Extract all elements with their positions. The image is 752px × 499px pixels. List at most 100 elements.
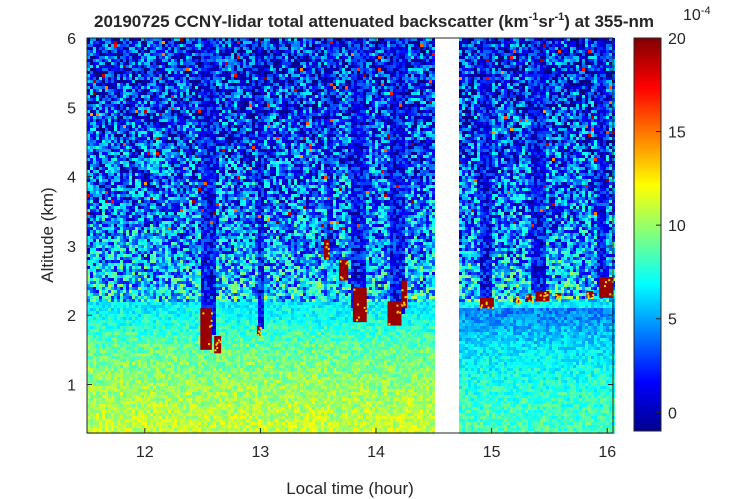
heatmap-cell bbox=[102, 281, 105, 284]
heatmap-cell bbox=[177, 356, 180, 359]
heatmap-cell bbox=[147, 416, 150, 419]
heatmap-cell bbox=[93, 113, 96, 116]
heatmap-cell bbox=[168, 227, 171, 230]
heatmap-cell bbox=[162, 428, 165, 431]
heatmap-cell bbox=[102, 377, 105, 380]
heatmap-cell bbox=[156, 338, 159, 341]
heatmap-cell bbox=[195, 197, 198, 200]
heatmap-cell bbox=[192, 269, 195, 272]
heatmap-cell bbox=[138, 299, 141, 302]
heatmap-cell bbox=[93, 65, 96, 68]
heatmap-cell bbox=[183, 422, 186, 425]
heatmap-cell bbox=[195, 212, 198, 215]
heatmap-cell bbox=[174, 224, 177, 227]
heatmap-cell bbox=[165, 230, 168, 233]
heatmap-cell bbox=[123, 110, 126, 113]
heatmap-cell bbox=[186, 386, 189, 389]
heatmap-cell bbox=[165, 185, 168, 188]
heatmap-cell bbox=[105, 92, 108, 95]
heatmap-cell bbox=[168, 302, 171, 305]
heatmap-cell bbox=[198, 275, 201, 278]
heatmap-cell bbox=[159, 59, 162, 62]
heatmap-cell bbox=[114, 425, 117, 428]
heatmap-cell bbox=[159, 371, 162, 374]
heatmap-cell bbox=[105, 416, 108, 419]
heatmap-cell bbox=[165, 122, 168, 125]
heatmap-cell bbox=[96, 317, 99, 320]
heatmap-cell bbox=[132, 80, 135, 83]
heatmap-cell bbox=[183, 113, 186, 116]
heatmap-cell bbox=[114, 107, 117, 110]
heatmap-cell bbox=[120, 101, 123, 104]
heatmap-cell bbox=[195, 365, 198, 368]
heatmap-cell bbox=[96, 407, 99, 410]
heatmap-cell bbox=[195, 125, 198, 128]
heatmap-cell bbox=[108, 278, 111, 281]
heatmap-cell bbox=[90, 305, 93, 308]
heatmap-cell bbox=[90, 134, 93, 137]
heatmap-cell bbox=[114, 404, 117, 407]
heatmap-cell bbox=[126, 137, 129, 140]
heatmap-cell bbox=[183, 179, 186, 182]
heatmap-cell bbox=[159, 161, 162, 164]
heatmap-cell bbox=[93, 71, 96, 74]
heatmap-cell bbox=[171, 398, 174, 401]
heatmap-cell bbox=[141, 65, 144, 68]
heatmap-cell bbox=[183, 257, 186, 260]
heatmap-cell bbox=[135, 71, 138, 74]
heatmap-cell bbox=[168, 341, 171, 344]
heatmap-cell bbox=[159, 275, 162, 278]
heatmap-cell bbox=[105, 389, 108, 392]
heatmap-cell bbox=[141, 332, 144, 335]
heatmap-cell bbox=[90, 209, 93, 212]
heatmap-cell bbox=[156, 245, 159, 248]
heatmap-cell bbox=[165, 350, 168, 353]
heatmap-cell bbox=[99, 107, 102, 110]
heatmap-cell bbox=[174, 107, 177, 110]
heatmap-cell bbox=[168, 56, 171, 59]
heatmap-cell bbox=[186, 104, 189, 107]
heatmap-cell bbox=[189, 410, 192, 413]
heatmap-cell bbox=[192, 116, 195, 119]
heatmap-cell bbox=[144, 308, 147, 311]
heatmap-cell bbox=[177, 425, 180, 428]
heatmap-cell bbox=[135, 74, 138, 77]
heatmap-cell bbox=[162, 92, 165, 95]
heatmap-cell bbox=[129, 251, 132, 254]
heatmap-cell bbox=[123, 230, 126, 233]
heatmap-cell bbox=[150, 158, 153, 161]
heatmap-cell bbox=[114, 389, 117, 392]
heatmap-cell bbox=[180, 137, 183, 140]
heatmap-cell bbox=[117, 245, 120, 248]
heatmap-cell bbox=[123, 329, 126, 332]
heatmap-cell bbox=[108, 98, 111, 101]
heatmap-cell bbox=[189, 335, 192, 338]
heatmap-cell bbox=[123, 251, 126, 254]
heatmap-cell bbox=[108, 110, 111, 113]
heatmap-cell bbox=[135, 290, 138, 293]
heatmap-cell bbox=[147, 314, 150, 317]
heatmap-cell bbox=[141, 335, 144, 338]
heatmap-cell bbox=[117, 83, 120, 86]
heatmap-cell bbox=[129, 239, 132, 242]
heatmap-cell bbox=[138, 401, 141, 404]
heatmap-cell bbox=[165, 77, 168, 80]
heatmap-cell bbox=[120, 257, 123, 260]
heatmap-cell bbox=[147, 236, 150, 239]
heatmap-cell bbox=[117, 74, 120, 77]
heatmap-cell bbox=[105, 41, 108, 44]
heatmap-cell bbox=[189, 122, 192, 125]
heatmap-cell bbox=[183, 350, 186, 353]
heatmap-cell bbox=[114, 173, 117, 176]
heatmap-cell bbox=[117, 383, 120, 386]
heatmap-cell bbox=[108, 131, 111, 134]
heatmap-cell bbox=[147, 308, 150, 311]
heatmap-cell bbox=[162, 173, 165, 176]
heatmap-cell bbox=[114, 164, 117, 167]
heatmap-cell bbox=[141, 161, 144, 164]
heatmap-cell bbox=[99, 344, 102, 347]
heatmap-cell bbox=[108, 323, 111, 326]
heatmap-cell bbox=[159, 419, 162, 422]
heatmap-cell bbox=[105, 254, 108, 257]
heatmap-cell bbox=[102, 425, 105, 428]
